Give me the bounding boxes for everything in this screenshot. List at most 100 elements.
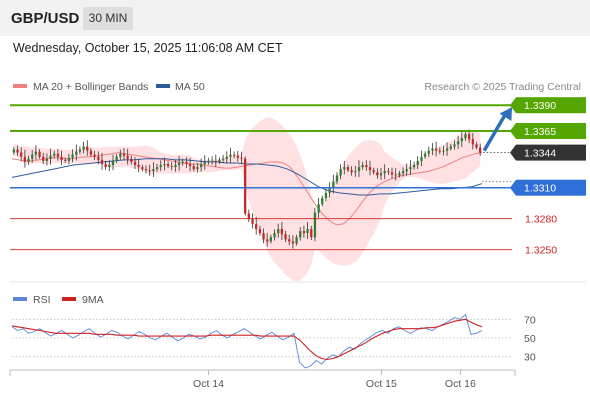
candle-body	[170, 166, 173, 168]
candle-body	[405, 169, 408, 172]
chart-legend: MA 20 + Bollinger Bands MA 50 Research ©…	[13, 81, 581, 93]
candle-body	[111, 160, 115, 165]
ma20-legend-swatch	[13, 84, 27, 88]
candle-body	[214, 160, 217, 162]
candle-body	[390, 172, 394, 175]
candle-body	[71, 154, 74, 158]
candle-body	[255, 223, 258, 230]
candle-body	[100, 159, 104, 164]
rsi-tick-50: 50	[524, 333, 536, 345]
candle-body	[357, 167, 361, 172]
level-tag-1.3390	[516, 97, 586, 114]
candle-body	[56, 153, 60, 157]
candle-body	[152, 169, 155, 172]
candle-body	[181, 161, 184, 163]
candle-body	[291, 241, 295, 244]
rsi-ma-legend-swatch	[62, 297, 76, 301]
candle-body	[97, 156, 100, 160]
candle-body	[273, 233, 276, 238]
level-tag-pointer	[510, 123, 516, 139]
forecast-arrow-shaft	[482, 112, 508, 152]
level-tag-pointer	[510, 97, 516, 114]
candle-body	[148, 170, 151, 172]
candle-body	[130, 158, 133, 162]
candle-body	[192, 166, 195, 170]
candle-body	[288, 239, 291, 242]
ma50-line	[11, 158, 483, 196]
candle-body	[269, 237, 272, 242]
level-label-1.3365: 1.3365	[524, 126, 556, 138]
candle-body	[188, 164, 192, 167]
candle-body	[354, 171, 357, 173]
timeframe-badge[interactable]: 30 MIN	[83, 7, 133, 30]
candle-body	[383, 171, 386, 174]
ma50-legend-swatch	[156, 84, 170, 88]
candle-body	[67, 157, 71, 161]
candle-body	[185, 161, 188, 164]
x-tick-label: Oct 15	[366, 378, 397, 390]
candle-body	[394, 174, 397, 176]
candle-body	[82, 146, 85, 150]
candle-body	[435, 148, 438, 151]
rsi-series-rsi	[11, 313, 483, 369]
candle-body	[155, 167, 159, 170]
candle-body	[339, 169, 342, 176]
copyright-text: Research © 2025 Trading Central	[424, 81, 581, 93]
candle-body	[398, 173, 401, 176]
candle-body	[299, 231, 302, 238]
candle-body	[335, 175, 339, 182]
candle-body	[236, 155, 239, 158]
candle-body	[350, 170, 353, 173]
candle-body	[446, 148, 449, 151]
level-tag-1.3310	[516, 179, 586, 196]
candle-body	[159, 165, 162, 168]
candle-body	[12, 149, 15, 153]
candle-body	[203, 161, 206, 164]
candle-body	[222, 158, 225, 160]
rsi-pane: 70 50 30	[11, 313, 536, 369]
price-pane	[11, 117, 483, 282]
candle-body	[416, 160, 419, 165]
candle-body	[89, 150, 93, 155]
rsi-series-9ma	[11, 318, 483, 361]
level-label-1.3310: 1.3310	[524, 183, 556, 195]
candle-body	[20, 152, 23, 157]
level-tag-pointer	[510, 179, 516, 196]
candle-body	[218, 159, 221, 162]
ma50-legend-label: MA 50	[175, 81, 205, 93]
candle-body	[144, 169, 148, 171]
level-tag-pointer	[510, 144, 516, 161]
candle-body	[137, 165, 140, 168]
ma20-line	[11, 152, 483, 226]
x-tick-label: Oct 16	[445, 378, 476, 390]
candle-body	[244, 158, 247, 214]
candle-body	[302, 231, 306, 234]
candle-body	[207, 160, 210, 162]
candle-body	[122, 153, 126, 156]
candle-body	[284, 234, 287, 240]
candle-body	[196, 167, 199, 170]
rsi-tick-70: 70	[524, 314, 536, 326]
candle-body	[38, 151, 41, 157]
x-tick-label: Oct 14	[193, 378, 224, 390]
candle-body	[86, 146, 89, 151]
candle-body	[31, 154, 34, 159]
candle-body	[53, 153, 56, 156]
candle-body	[258, 229, 261, 234]
candle-body	[479, 147, 482, 153]
candle-body	[27, 158, 30, 162]
level-tag-1.3365	[516, 123, 586, 139]
candle-body	[266, 239, 269, 242]
x-axis: Oct 14 Oct 15 Oct 16	[9, 369, 516, 390]
candle-body	[346, 167, 350, 171]
candle-body	[240, 157, 243, 159]
candle-body	[64, 159, 67, 161]
candle-body	[16, 149, 19, 153]
candle-body	[75, 151, 78, 155]
candle-body	[262, 233, 265, 240]
candle-body	[324, 192, 328, 199]
candle-body	[464, 134, 467, 139]
candle-body	[460, 138, 463, 142]
top-bar: GBP/USD 30 MIN	[0, 0, 590, 36]
candle-body	[431, 148, 434, 151]
